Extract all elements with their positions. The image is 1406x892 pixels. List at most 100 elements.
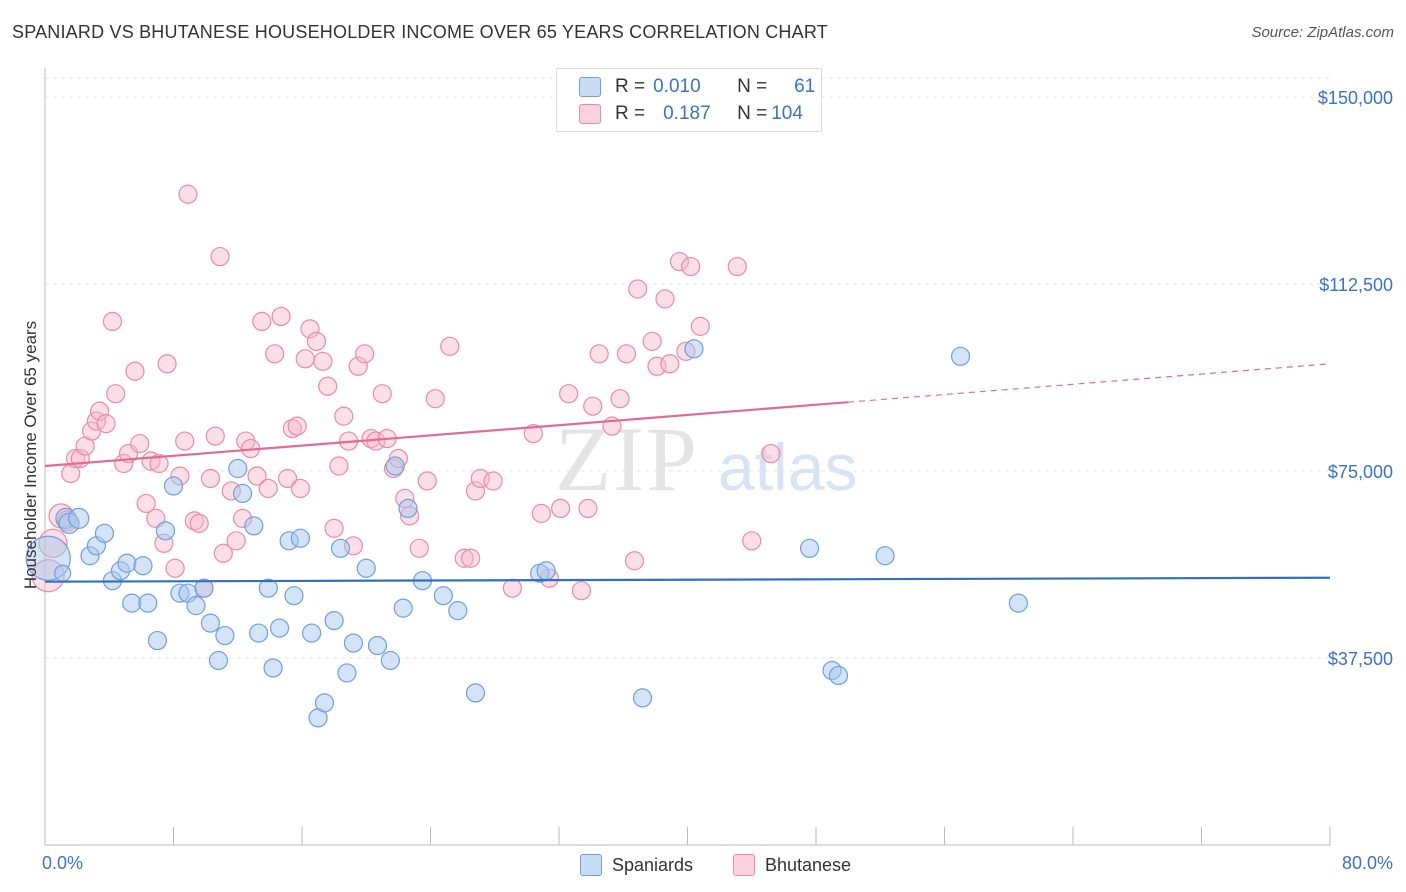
bhutanese-point bbox=[628, 279, 648, 299]
spaniards-point bbox=[684, 339, 704, 359]
spaniards-point bbox=[147, 630, 168, 651]
bhutanese-point bbox=[483, 471, 503, 491]
bhutanese-point bbox=[334, 406, 354, 426]
bhutanese-trend-extension bbox=[848, 363, 1331, 403]
spaniards-point bbox=[380, 650, 400, 671]
watermark-zip: ZIP bbox=[555, 408, 699, 510]
bhutanese-point bbox=[271, 306, 291, 327]
spaniards-point bbox=[258, 578, 278, 598]
spaniards-point bbox=[138, 593, 158, 613]
spaniards-point bbox=[356, 558, 376, 578]
bhutanese-point bbox=[642, 331, 662, 351]
legend-r-value: 0.010 bbox=[653, 76, 701, 97]
bhutanese-point bbox=[583, 396, 603, 416]
bottom-legend-spaniards: Spaniards bbox=[580, 852, 693, 878]
trend-lines bbox=[44, 363, 1331, 583]
x-tick-label: 0.0% bbox=[42, 853, 83, 873]
bhutanese-point bbox=[690, 316, 710, 336]
spaniards-point bbox=[163, 476, 184, 496]
spaniards-point bbox=[232, 483, 253, 504]
spaniards-point bbox=[194, 578, 214, 598]
bhutanese-point bbox=[624, 551, 645, 571]
watermark: ZIP atlas bbox=[555, 408, 857, 510]
bhutanese-label: Bhutanese bbox=[765, 854, 852, 875]
legend-r-value: 0.187 bbox=[663, 103, 711, 124]
bhutanese-point bbox=[454, 548, 474, 568]
bhutanese-point bbox=[125, 361, 145, 381]
bhutanese-point bbox=[465, 481, 486, 501]
bhutanese-swatch bbox=[579, 104, 601, 124]
legend-n-label: N = bbox=[737, 76, 768, 97]
bhutanese-point bbox=[531, 503, 551, 523]
axes bbox=[44, 68, 1331, 846]
bhutanese-point bbox=[355, 344, 375, 364]
spaniards-point bbox=[433, 586, 453, 606]
bhutanese-point bbox=[372, 384, 392, 404]
bhutanese-point bbox=[247, 466, 267, 486]
bhutanese-point bbox=[200, 468, 221, 489]
spaniards-point bbox=[249, 623, 269, 643]
legend-row-bhutanese: R = 0.187 N = 104 bbox=[579, 101, 815, 127]
bhutanese-point bbox=[669, 251, 690, 272]
spaniards-point bbox=[117, 553, 137, 573]
spaniards-point bbox=[200, 613, 221, 633]
spaniards-point bbox=[208, 650, 229, 671]
bhutanese-point bbox=[761, 443, 781, 464]
bhutanese-point bbox=[165, 558, 185, 578]
spaniards-point bbox=[290, 528, 310, 548]
spaniards-point bbox=[94, 523, 115, 543]
bhutanese-point bbox=[205, 426, 225, 446]
spaniards-points bbox=[25, 339, 1028, 728]
spaniards-point bbox=[330, 538, 351, 558]
bhutanese-point bbox=[318, 376, 338, 396]
bhutanese-point bbox=[578, 498, 598, 518]
chart-title: SPANIARD VS BHUTANESE HOUSEHOLDER INCOME… bbox=[12, 22, 828, 42]
y-tick-label: $150,000 bbox=[1318, 88, 1393, 108]
bhutanese-point bbox=[727, 256, 747, 277]
y-tick-label: $37,500 bbox=[1328, 649, 1393, 669]
spaniards-point bbox=[244, 516, 264, 536]
spaniards-point bbox=[393, 598, 413, 618]
bhutanese-point bbox=[571, 581, 592, 601]
legend-n-value: 61 bbox=[794, 76, 816, 97]
bhutanese-point bbox=[106, 384, 126, 404]
bhutanese-point bbox=[130, 433, 150, 454]
bhutanese-point bbox=[616, 344, 637, 364]
spaniards-point bbox=[122, 593, 142, 613]
y-tick-label: $112,500 bbox=[1319, 275, 1393, 295]
legend-n-label: N = bbox=[737, 103, 768, 124]
bhutanese-point bbox=[551, 498, 571, 518]
bhutanese-point bbox=[610, 389, 630, 409]
watermark-atlas: atlas bbox=[718, 430, 857, 504]
bhutanese-point bbox=[324, 518, 344, 538]
spaniards-swatch bbox=[580, 854, 602, 876]
bhutanese-point bbox=[178, 184, 198, 204]
bhutanese-trend-line bbox=[44, 401, 849, 468]
bhutanese-points bbox=[31, 184, 781, 601]
legend-r-label: R = bbox=[615, 103, 646, 124]
bhutanese-point bbox=[409, 538, 429, 558]
bhutanese-point bbox=[440, 336, 460, 356]
spaniards-point bbox=[875, 546, 895, 566]
bhutanese-point bbox=[287, 416, 307, 436]
bottom-legend-bhutanese: Bhutanese bbox=[733, 852, 851, 878]
bhutanese-point bbox=[329, 456, 349, 476]
bhutanese-point bbox=[265, 344, 285, 364]
spaniards-point bbox=[215, 625, 235, 646]
bhutanese-point bbox=[559, 384, 579, 404]
bhutanese-point bbox=[461, 548, 481, 568]
y-tick-label: $75,000 bbox=[1328, 462, 1393, 482]
spaniards-point bbox=[337, 663, 357, 683]
source-label: Source: ZipAtlas.com bbox=[1251, 24, 1394, 41]
bhutanese-point bbox=[348, 356, 368, 376]
bhutanese-point bbox=[681, 256, 701, 277]
bhutanese-point bbox=[523, 424, 543, 444]
spaniards-point bbox=[950, 346, 971, 366]
spaniards-point bbox=[343, 633, 363, 653]
bhutanese-point bbox=[589, 344, 609, 364]
bhutanese-point bbox=[655, 289, 675, 309]
bhutanese-point bbox=[96, 414, 116, 434]
bhutanese-swatch bbox=[733, 854, 755, 876]
y-axis-label: Householder Income Over 65 years bbox=[21, 321, 40, 589]
